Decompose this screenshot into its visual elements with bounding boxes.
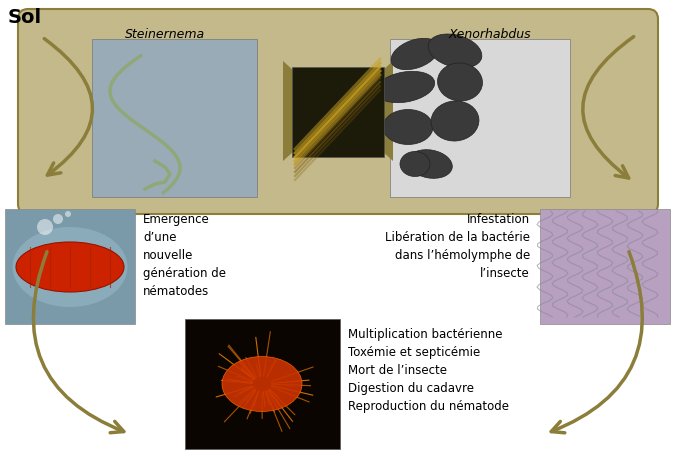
Ellipse shape	[437, 64, 483, 102]
Bar	[5, 210, 135, 325]
Text: Xenorhabdus: Xenorhabdus	[449, 28, 531, 41]
FancyBboxPatch shape	[18, 10, 658, 214]
Circle shape	[65, 212, 71, 218]
Bar	[92, 40, 257, 197]
Circle shape	[37, 219, 53, 235]
Circle shape	[53, 214, 63, 224]
Bar	[292, 68, 384, 157]
Text: Steinernema: Steinernema	[125, 28, 205, 41]
Ellipse shape	[391, 39, 439, 71]
Text: Emergence
d’une
nouvelle
génération de
nématodes: Emergence d’une nouvelle génération de n…	[143, 213, 226, 297]
Ellipse shape	[383, 110, 433, 145]
Ellipse shape	[375, 72, 435, 103]
Ellipse shape	[12, 228, 127, 308]
Ellipse shape	[428, 35, 482, 69]
Bar	[540, 210, 670, 325]
Ellipse shape	[16, 242, 124, 292]
Bar	[185, 319, 340, 449]
Ellipse shape	[431, 102, 479, 142]
Polygon shape	[283, 62, 338, 162]
Bar	[390, 40, 570, 197]
Polygon shape	[338, 62, 393, 162]
Text: Sol: Sol	[8, 8, 42, 27]
Text: Multiplication bactérienne
Toxémie et septicémie
Mort de l’insecte
Digestion du : Multiplication bactérienne Toxémie et se…	[348, 327, 509, 412]
Ellipse shape	[408, 151, 452, 179]
Ellipse shape	[222, 357, 302, 412]
Text: Infestation
Libération de la bactérie
dans l’hémolymphe de
l’insecte: Infestation Libération de la bactérie da…	[385, 213, 530, 280]
Ellipse shape	[400, 152, 430, 177]
